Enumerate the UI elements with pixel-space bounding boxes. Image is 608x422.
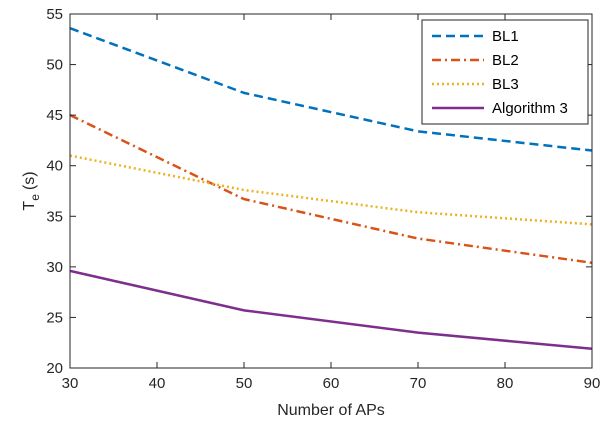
legend-label-1: BL1 bbox=[492, 28, 519, 45]
series-layer bbox=[69, 26, 593, 351]
series-line-2 bbox=[69, 114, 593, 265]
x-axis-label: Number of APs bbox=[277, 402, 385, 419]
x-tick-label: 70 bbox=[410, 375, 427, 392]
x-tick-label: 60 bbox=[323, 375, 340, 392]
y-tick-label: 55 bbox=[46, 6, 63, 23]
y-tick-label: 45 bbox=[46, 107, 63, 124]
x-tick-label: 90 bbox=[584, 375, 601, 392]
y-axis-label: Te (s) bbox=[21, 171, 42, 210]
y-tick-label: 35 bbox=[46, 208, 63, 225]
axes bbox=[69, 13, 593, 369]
x-tick-label: 80 bbox=[497, 375, 514, 392]
legend-box bbox=[421, 19, 589, 125]
x-tick-label: 40 bbox=[149, 375, 166, 392]
x-tick-label: 50 bbox=[236, 375, 253, 392]
y-tick-label: 25 bbox=[46, 309, 63, 326]
y-tick-label: 40 bbox=[46, 158, 63, 175]
y-tick-label: 20 bbox=[46, 360, 63, 377]
series-line-3 bbox=[69, 154, 593, 226]
series-line-4 bbox=[69, 269, 593, 351]
legend: BL1 BL2 BL3 Algorithm 3 bbox=[421, 19, 589, 125]
tick-labels: 30 40 50 60 70 80 90 20 25 30 35 40 45 50 55 bbox=[46, 6, 600, 392]
series-line-1 bbox=[69, 26, 593, 152]
x-tick-label: 30 bbox=[62, 375, 79, 392]
legend-label-2: BL2 bbox=[492, 52, 519, 69]
y-tick-label: 50 bbox=[46, 57, 63, 74]
legend-label-4: Algorithm 3 bbox=[492, 100, 568, 117]
y-axis-label-unit: (s) bbox=[21, 171, 38, 190]
y-axis-label-subscript: e bbox=[28, 194, 42, 201]
y-tick-label: 30 bbox=[46, 259, 63, 276]
y-axis-label-main: T bbox=[21, 201, 38, 211]
legend-label-3: BL3 bbox=[492, 76, 519, 93]
